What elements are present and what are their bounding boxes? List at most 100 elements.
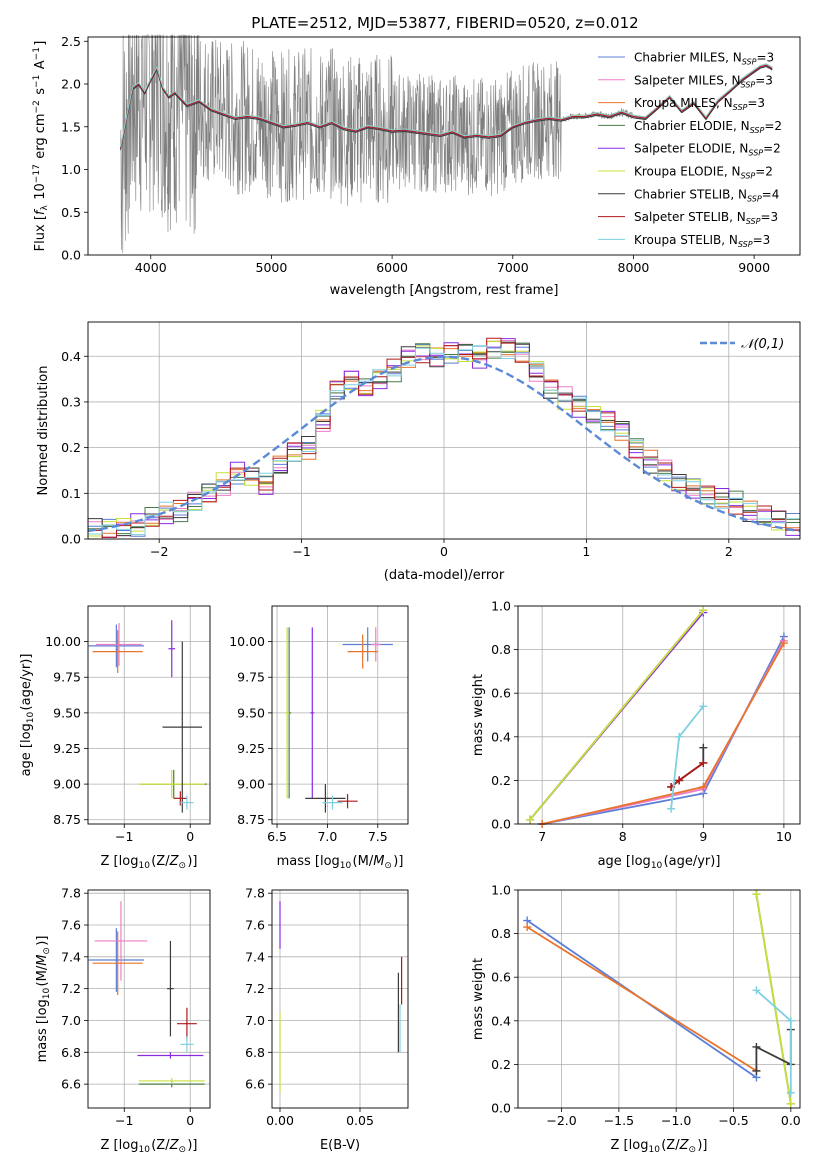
x-tick-label: −1.0 xyxy=(661,1113,691,1128)
x-tick-label: 9 xyxy=(699,829,707,844)
y-axis-label: Flux [fλ 10−17 erg cm−2 s−1 A−1 ] xyxy=(32,41,50,252)
x-tick-label: 4000 xyxy=(135,260,167,275)
y-tick-label: 0.0 xyxy=(491,1101,511,1116)
plus-marker xyxy=(786,1099,795,1108)
y-tick-label: 1.0 xyxy=(491,599,511,614)
axes-frame xyxy=(87,36,801,256)
x-axis-label: Z [log10 (Z/Z⊙ )] xyxy=(611,1138,708,1155)
legend-label: Chabrier MILES, NSSP=3 xyxy=(634,51,774,67)
x-tick-label: 1 xyxy=(582,544,590,559)
x-axis-label: age [log10 (age/yr)] xyxy=(598,854,721,871)
data-marks xyxy=(88,901,205,1088)
x-tick-label: −1 xyxy=(115,829,133,844)
x-tick-label: 0.00 xyxy=(266,1113,294,1128)
y-tick-label: 0.1 xyxy=(61,486,81,501)
legend-label: Salpeter STELIB, NSSP=3 xyxy=(634,210,778,226)
y-tick-label: 0.6 xyxy=(491,686,511,701)
y-tick-label: 10.00 xyxy=(45,634,81,649)
legend-label: Chabrier ELODIE, NSSP=2 xyxy=(634,119,782,135)
plus-marker xyxy=(752,986,761,995)
plus-marker xyxy=(667,804,676,813)
x-tick-label: 7.5 xyxy=(368,829,388,844)
weight-line xyxy=(526,926,757,1072)
mass-vs-metallicity-chart: −1 0 6.6 6.8 7.0 7.2 7.4 7.6 7.8 Z [log10 (Z/Z⊙ )… xyxy=(35,886,211,1155)
y-tick-label: 9.50 xyxy=(53,705,81,720)
y-tick-label: 0.2 xyxy=(491,773,511,788)
plus-marker xyxy=(699,758,708,767)
y-tick-label: 9.25 xyxy=(53,741,81,756)
data-marks xyxy=(88,620,207,813)
x-axis-label: mass [log10 (M/M⊙ )] xyxy=(277,854,404,871)
y-tick-label: 8.75 xyxy=(237,812,265,827)
age-vs-metallicity-chart: −1 0 8.75 9.00 9.25 9.50 9.75 10.00 Z [log10 (Z/… xyxy=(19,605,211,871)
plus-marker xyxy=(779,639,788,648)
x-tick-label: 0.0 xyxy=(781,1113,801,1128)
plus-marker xyxy=(786,1016,795,1025)
plus-marker xyxy=(752,1042,761,1051)
axes-frame xyxy=(271,889,409,1109)
y-tick-label: 0.8 xyxy=(491,926,511,941)
x-tick-label: 8000 xyxy=(618,260,650,275)
plus-marker xyxy=(752,1066,761,1075)
x-tick-label: −2.0 xyxy=(546,1113,576,1128)
x-tick-label: 2 xyxy=(725,544,733,559)
y-tick-label: 6.8 xyxy=(61,1045,81,1060)
y-tick-label: 7.8 xyxy=(61,886,81,901)
y-tick-label: 7.0 xyxy=(245,1013,265,1028)
legend-label: 𝒩(0,1) xyxy=(741,337,784,352)
age-vs-mass-chart: 6.5 7.0 7.5 8.75 9.00 9.25 9.50 9.75 10.00 mass [… xyxy=(229,605,409,871)
y-tick-label: 9.00 xyxy=(53,777,81,792)
y-tick-label: 0.4 xyxy=(491,1013,511,1028)
histogram-step-line xyxy=(87,341,800,539)
legend-label: Chabrier STELIB, NSSP=4 xyxy=(634,187,779,203)
y-tick-label: 7.4 xyxy=(61,949,81,964)
y-tick-label: 0.0 xyxy=(61,248,81,263)
y-tick-label: 7.2 xyxy=(245,981,265,996)
y-tick-label: 1.0 xyxy=(491,883,511,898)
model-spectrum-line xyxy=(120,66,773,150)
y-tick-label: 0.2 xyxy=(61,440,81,455)
y-tick-label: 9.75 xyxy=(237,670,265,685)
spectrum-chart: 4000 5000 6000 7000 8000 9000 0.0 0.5 1.0 1.5 2.0 2… xyxy=(32,34,801,298)
x-tick-label: −1 xyxy=(115,1113,133,1128)
plus-marker xyxy=(752,890,761,899)
weight-vs-age-chart: 7 8 9 10 0.0 0.2 0.4 0.6 0.8 1.0 age [log10 (age/y… xyxy=(471,599,801,871)
x-axis-label: Z [log10 (Z/Z⊙ )] xyxy=(101,854,198,871)
normal-curve-line xyxy=(87,355,801,533)
plus-marker xyxy=(675,776,684,785)
legend-label: Kroupa MILES, NSSP=3 xyxy=(634,96,765,112)
y-tick-label: 0.0 xyxy=(491,817,511,832)
x-tick-label: −2 xyxy=(150,544,168,559)
y-axis-label: mass [log10 (M/M⊙ )] xyxy=(35,936,52,1063)
y-tick-label: 0.2 xyxy=(491,1057,511,1072)
legend-label: Salpeter ELODIE, NSSP=2 xyxy=(634,142,781,158)
residuals-chart: −2 −1 0 1 2 0.0 0.1 0.2 0.3 0.4 𝒩(0,1) (data-model)… xyxy=(36,321,801,583)
plus-marker xyxy=(675,732,684,741)
x-tick-label: 0.05 xyxy=(346,1113,374,1128)
plus-marker xyxy=(699,606,708,615)
x-axis-label: Z [log10 (Z/Z⊙ )] xyxy=(101,1138,198,1155)
plus-marker xyxy=(699,702,708,711)
plus-marker xyxy=(699,782,708,791)
weight-line xyxy=(755,894,792,1104)
y-tick-label: 7.4 xyxy=(245,949,265,964)
axes-frame xyxy=(517,605,801,825)
axes-frame xyxy=(271,605,409,825)
y-tick-label: 0.4 xyxy=(61,349,81,364)
x-tick-label: 5000 xyxy=(256,260,288,275)
model-spectrum-line xyxy=(120,64,773,149)
y-tick-label: 2.0 xyxy=(61,77,81,92)
y-tick-label: 9.75 xyxy=(53,670,81,685)
x-tick-label: 10 xyxy=(776,829,792,844)
plus-marker xyxy=(699,743,708,752)
y-axis-label: age [log10 (age/yr)] xyxy=(19,654,36,777)
x-axis-label: E(B-V) xyxy=(320,1138,360,1153)
model-spectrum-line xyxy=(120,63,773,147)
x-tick-label: 9000 xyxy=(738,260,770,275)
x-tick-label: 7000 xyxy=(497,260,529,275)
y-tick-label: 8.75 xyxy=(53,812,81,827)
y-tick-label: 9.00 xyxy=(237,777,265,792)
y-tick-label: 6.6 xyxy=(61,1077,81,1092)
y-tick-label: 6.6 xyxy=(245,1077,265,1092)
